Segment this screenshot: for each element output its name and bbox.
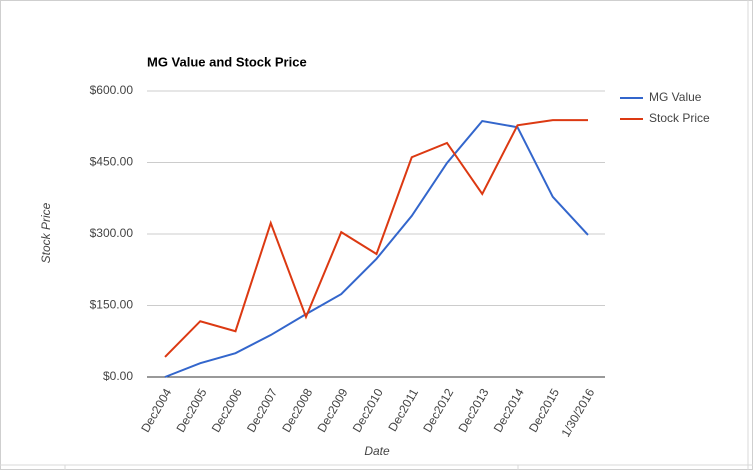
series-line — [164, 119, 588, 358]
y-axis-title: Stock Price — [39, 202, 53, 263]
legend-label: Stock Price — [649, 111, 710, 125]
y-tick-label: $150.00 — [90, 298, 134, 312]
y-tick-label: $600.00 — [90, 83, 134, 97]
y-tick-label: $450.00 — [90, 155, 134, 169]
y-tick-label: $300.00 — [90, 226, 134, 240]
x-axis-title: Date — [364, 444, 390, 458]
legend-label: MG Value — [649, 90, 702, 104]
y-tick-label: $0.00 — [103, 369, 133, 383]
chart-title: MG Value and Stock Price — [147, 54, 307, 69]
